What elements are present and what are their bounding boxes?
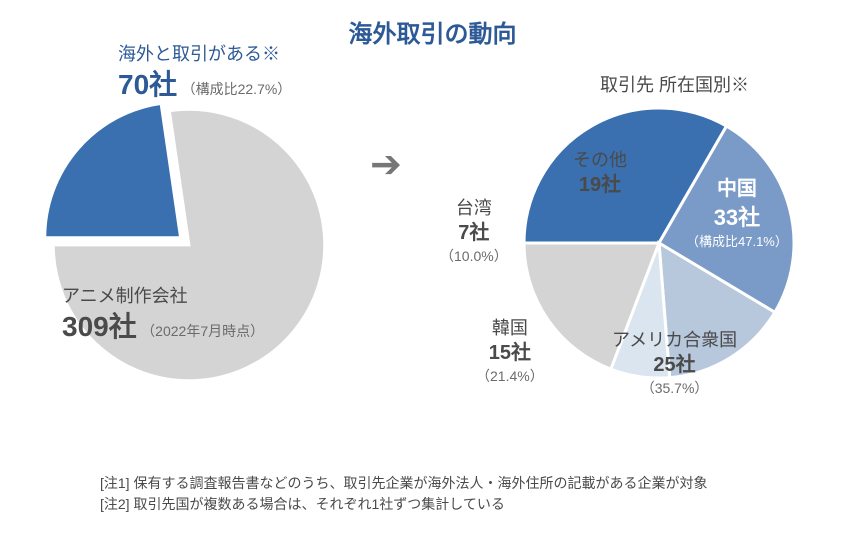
right-taiwan-count: 7社 bbox=[440, 220, 508, 247]
right-other-count: 19社 bbox=[573, 172, 627, 199]
right-taiwan-name: 台湾 bbox=[440, 196, 508, 220]
left-slice1-ratio: （2022年7月時点） bbox=[141, 323, 264, 339]
right-slice-china: 中国 33社 （構成比47.1%） bbox=[686, 176, 788, 250]
right-china-name: 中国 bbox=[686, 176, 788, 203]
main-title: 海外取引の動向 bbox=[349, 14, 517, 49]
left-slice0-ratio: （構成比22.7%） bbox=[182, 81, 292, 97]
right-korea-count: 15社 bbox=[476, 340, 544, 367]
right-taiwan-ratio: （10.0%） bbox=[440, 247, 508, 266]
right-slice-usa: アメリカ合衆国 25社 （35.7%） bbox=[612, 328, 737, 398]
right-china-count: 33社 bbox=[686, 203, 788, 233]
right-other-name: その他 bbox=[573, 148, 627, 172]
right-slice-korea: 韓国 15社 （21.4%） bbox=[476, 316, 544, 386]
right-chart-title: 取引先 所在国別※ bbox=[600, 73, 749, 97]
pie-slice bbox=[45, 103, 181, 237]
right-usa-count: 25社 bbox=[612, 352, 737, 379]
right-slice-taiwan: 台湾 7社 （10.0%） bbox=[440, 196, 508, 266]
right-korea-name: 韓国 bbox=[476, 316, 544, 340]
right-china-ratio: （構成比47.1%） bbox=[686, 233, 788, 251]
arrow-icon: ➔ bbox=[370, 142, 402, 187]
right-usa-ratio: （35.7%） bbox=[612, 379, 737, 398]
left-slice1-label: アニメ制作会社 309社 （2022年7月時点） bbox=[62, 284, 264, 346]
left-pie-chart bbox=[44, 100, 334, 390]
footnotes: [注1] 保有する調査報告書などのうち、取引先企業が海外法人・海外住所の記載があ… bbox=[100, 473, 707, 516]
left-slice0-value: 70社 bbox=[118, 69, 177, 100]
left-slice1-name: アニメ制作会社 bbox=[62, 284, 264, 308]
footnote-2: [注2] 取引先国が複数ある場合は、それぞれ1社ずつ集計している bbox=[100, 494, 707, 516]
right-usa-name: アメリカ合衆国 bbox=[612, 328, 737, 352]
right-slice-other: その他 19社 bbox=[573, 148, 627, 199]
left-slice0-label: 海外と取引がある※ 70社 （構成比22.7%） bbox=[118, 42, 291, 104]
footnote-1: [注1] 保有する調査報告書などのうち、取引先企業が海外法人・海外住所の記載があ… bbox=[100, 473, 707, 495]
left-slice0-name: 海外と取引がある※ bbox=[118, 42, 291, 66]
right-korea-ratio: （21.4%） bbox=[476, 367, 544, 386]
left-slice1-value: 309社 bbox=[62, 311, 137, 342]
